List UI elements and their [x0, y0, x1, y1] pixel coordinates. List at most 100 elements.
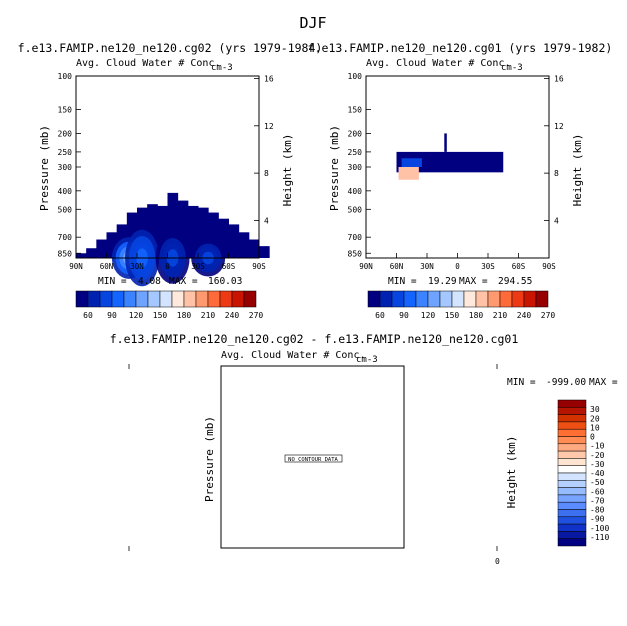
colorbar-swatch	[391, 290, 405, 308]
colorbar-label: 210	[201, 311, 216, 320]
max-label: MAX =	[589, 377, 618, 388]
colorbar-label: 180	[177, 311, 192, 320]
y-tick-label: 300	[348, 163, 363, 172]
y-tick-label: 400	[58, 187, 73, 196]
colorbar-swatch	[475, 290, 489, 308]
panel-title: f.e13.FAMIP.ne120_ne120.cg02 - f.e13.FAM…	[110, 332, 519, 346]
y-tick-label: 250	[348, 148, 363, 157]
x-tick-label: 30N	[420, 262, 434, 271]
field-patch	[398, 167, 419, 180]
colorbar-label: 60	[375, 311, 385, 320]
colorbar-swatch	[403, 290, 417, 308]
x-tick-label: 90N	[359, 262, 373, 271]
colorbar-label: 60	[83, 311, 93, 320]
min-value: -999.00	[546, 377, 586, 388]
colorbar-swatch	[219, 290, 233, 308]
field-cell	[147, 204, 158, 258]
y-tick-label: 100	[58, 72, 73, 81]
y-axis-label: Pressure (mb)	[38, 125, 51, 211]
colorbar-swatch	[557, 428, 587, 437]
panel-subtitle-text: Avg. Cloud Water # Conc.	[221, 350, 366, 361]
panel-title: f.e13.FAMIP.ne120_ne120.cg02 (yrs 1979-1…	[18, 41, 323, 55]
y-tick-label: 250	[58, 148, 73, 157]
x-tick-label: 30S	[481, 262, 495, 271]
x-tick-label: 60N	[100, 262, 114, 271]
colorbar-label: -60	[590, 487, 605, 496]
colorbar-label: 90	[399, 311, 409, 320]
x-tick-label: 60S	[222, 262, 236, 271]
colorbar-swatch	[557, 480, 587, 488]
panel-title: f.e13.FAMIP.ne120_ne120.cg01 (yrs 1979-1…	[308, 41, 613, 55]
colorbar-swatch	[183, 290, 197, 308]
colorbar-label: 240	[517, 311, 532, 320]
colorbar-swatch	[415, 290, 429, 308]
colorbar-swatch	[379, 290, 393, 308]
x-tick-label: 60N	[390, 262, 404, 271]
y-tick-label: 200	[348, 129, 363, 138]
colorbar-swatch	[557, 516, 587, 525]
colorbar-swatch	[123, 290, 137, 308]
panel-units: cm-3	[356, 355, 378, 365]
colorbar-swatch	[135, 290, 149, 308]
colorbar-label: -70	[590, 496, 605, 505]
height-tick-label: 16	[554, 74, 564, 83]
colorbar-label: -90	[590, 515, 605, 524]
colorbar-swatch	[231, 290, 245, 308]
colorbar-swatch	[99, 290, 113, 308]
colorbar: 60 90 120 150 180 210 240 270	[367, 290, 555, 320]
y-tick-label: 850	[58, 249, 73, 258]
panel-difference: f.e13.FAMIP.ne120_ne120.cg02 - f.e13.FAM…	[110, 332, 618, 566]
colorbar-swatch	[367, 290, 381, 308]
colorbar-label: 30	[590, 405, 600, 414]
colorbar-label: -30	[590, 460, 605, 469]
height-tick-label: 4	[264, 216, 269, 225]
y-tick-label: 700	[58, 233, 73, 242]
panel-units: cm-3	[211, 63, 233, 73]
colorbar-swatch	[463, 290, 477, 308]
colorbar-label: -100	[590, 524, 609, 533]
height-tick-label: 8	[264, 169, 269, 178]
height-tick-label: 12	[554, 122, 564, 131]
stats-line: MIN = -999.00 MAX =	[507, 377, 618, 388]
field-cell	[228, 224, 240, 258]
x-tick-label: 90S	[252, 262, 266, 271]
field-cell	[187, 205, 199, 258]
colorbar-swatch	[557, 509, 587, 518]
y-tick-label: 850	[348, 249, 363, 258]
colorbar-label: 150	[153, 311, 168, 320]
field-band	[396, 151, 504, 173]
colorbar-label: 0	[590, 433, 595, 442]
field-cell	[96, 239, 107, 258]
y-tick-label: 400	[348, 187, 363, 196]
colorbar-swatch	[523, 290, 537, 308]
height-tick-label: 12	[264, 122, 274, 131]
y-axis-label: Pressure (mb)	[203, 416, 216, 502]
colorbar-label: 120	[129, 311, 144, 320]
max-value: 294.55	[498, 276, 532, 287]
field-patch	[401, 158, 422, 167]
colorbar-swatch	[195, 290, 209, 308]
colorbar-swatch	[87, 290, 101, 308]
colorbar-swatch	[557, 523, 587, 532]
colorbar-label: 10	[590, 423, 600, 432]
height-tick-label: 0	[495, 557, 500, 566]
field-cell	[198, 207, 209, 258]
height-tick-label: 4	[554, 216, 559, 225]
colorbar-label: 20	[590, 414, 600, 423]
min-value: 4.08	[138, 276, 161, 287]
colorbar-label: 210	[493, 311, 508, 320]
colorbar-swatch	[557, 443, 587, 452]
colorbar-label: -20	[590, 451, 605, 460]
panel-subtitle-text: Avg. Cloud Water # Conc.	[76, 58, 221, 69]
colorbar-label: 240	[225, 311, 240, 320]
colorbar-swatch	[243, 290, 257, 308]
colorbar-label: -10	[590, 442, 605, 451]
y-axis-label: Pressure (mb)	[328, 125, 341, 211]
page-title: DJF	[299, 14, 326, 32]
y-tick-label: 700	[348, 233, 363, 242]
y-axis-label-right: Height (km)	[281, 134, 294, 207]
stats-line: MIN = 4.08 MAX = 160.03	[98, 276, 242, 287]
colorbar-swatch	[557, 458, 587, 466]
max-label: MAX =	[459, 276, 488, 287]
